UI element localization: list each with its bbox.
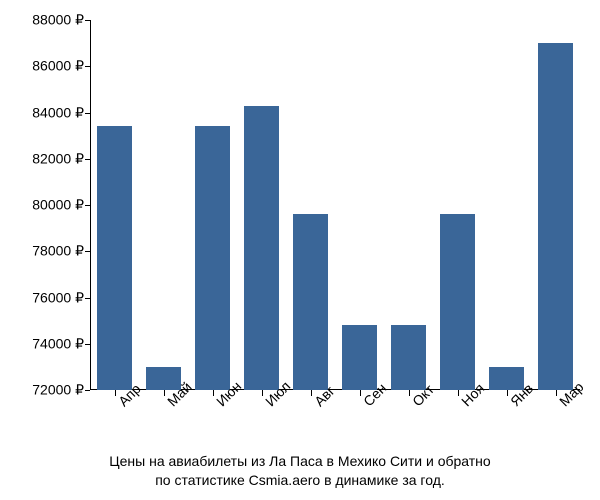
x-tick-mark bbox=[311, 390, 312, 396]
bar bbox=[97, 126, 131, 390]
bar bbox=[244, 106, 278, 390]
caption-line2: по статистике Csmia.aero в динамике за г… bbox=[155, 472, 445, 488]
bar bbox=[342, 325, 376, 390]
y-tick-mark bbox=[85, 205, 90, 206]
y-tick-label: 84000 ₽ bbox=[32, 104, 84, 121]
caption-line1: Цены на авиабилеты из Ла Паса в Мехико С… bbox=[109, 453, 490, 469]
x-tick-mark bbox=[458, 390, 459, 396]
y-tick-label: 72000 ₽ bbox=[32, 382, 84, 399]
bar-slot: Май bbox=[139, 20, 188, 390]
y-tick-label: 86000 ₽ bbox=[32, 58, 84, 75]
y-tick-mark bbox=[85, 20, 90, 21]
x-tick-mark bbox=[360, 390, 361, 396]
bar bbox=[391, 325, 425, 390]
x-tick-mark bbox=[115, 390, 116, 396]
bar-slot: Янв bbox=[482, 20, 531, 390]
bar-slot: Июн bbox=[188, 20, 237, 390]
y-tick-mark bbox=[85, 113, 90, 114]
bar bbox=[195, 126, 229, 390]
y-tick-label: 82000 ₽ bbox=[32, 150, 84, 167]
bar-slot: Апр bbox=[90, 20, 139, 390]
y-tick-mark bbox=[85, 390, 90, 391]
bar bbox=[440, 214, 474, 390]
plot-area: АпрМайИюнИюлАвгСенОктНояЯнвМар 72000 ₽74… bbox=[90, 20, 580, 390]
bar bbox=[538, 43, 572, 390]
y-tick-mark bbox=[85, 298, 90, 299]
bar bbox=[293, 214, 327, 390]
bar-slot: Мар bbox=[531, 20, 580, 390]
bar-slot: Ноя bbox=[433, 20, 482, 390]
y-tick-mark bbox=[85, 66, 90, 67]
x-tick-mark bbox=[507, 390, 508, 396]
x-tick-mark bbox=[409, 390, 410, 396]
y-tick-label: 78000 ₽ bbox=[32, 243, 84, 260]
y-tick-mark bbox=[85, 344, 90, 345]
x-tick-mark bbox=[213, 390, 214, 396]
y-tick-mark bbox=[85, 159, 90, 160]
y-tick-label: 74000 ₽ bbox=[32, 335, 84, 352]
y-tick-mark bbox=[85, 251, 90, 252]
y-tick-label: 80000 ₽ bbox=[32, 197, 84, 214]
chart-caption: Цены на авиабилеты из Ла Паса в Мехико С… bbox=[0, 452, 600, 490]
x-tick-mark bbox=[164, 390, 165, 396]
bar-slot: Сен bbox=[335, 20, 384, 390]
price-chart: АпрМайИюнИюлАвгСенОктНояЯнвМар 72000 ₽ 74… bbox=[0, 0, 600, 500]
x-tick-mark bbox=[262, 390, 263, 396]
x-tick-mark bbox=[556, 390, 557, 396]
y-tick-label: 88000 ₽ bbox=[32, 12, 84, 29]
bar-slot: Авг bbox=[286, 20, 335, 390]
y-tick-label: 76000 ₽ bbox=[32, 289, 84, 306]
bars-group: АпрМайИюнИюлАвгСенОктНояЯнвМар bbox=[90, 20, 580, 390]
bar-slot: Окт bbox=[384, 20, 433, 390]
bar-slot: Июл bbox=[237, 20, 286, 390]
